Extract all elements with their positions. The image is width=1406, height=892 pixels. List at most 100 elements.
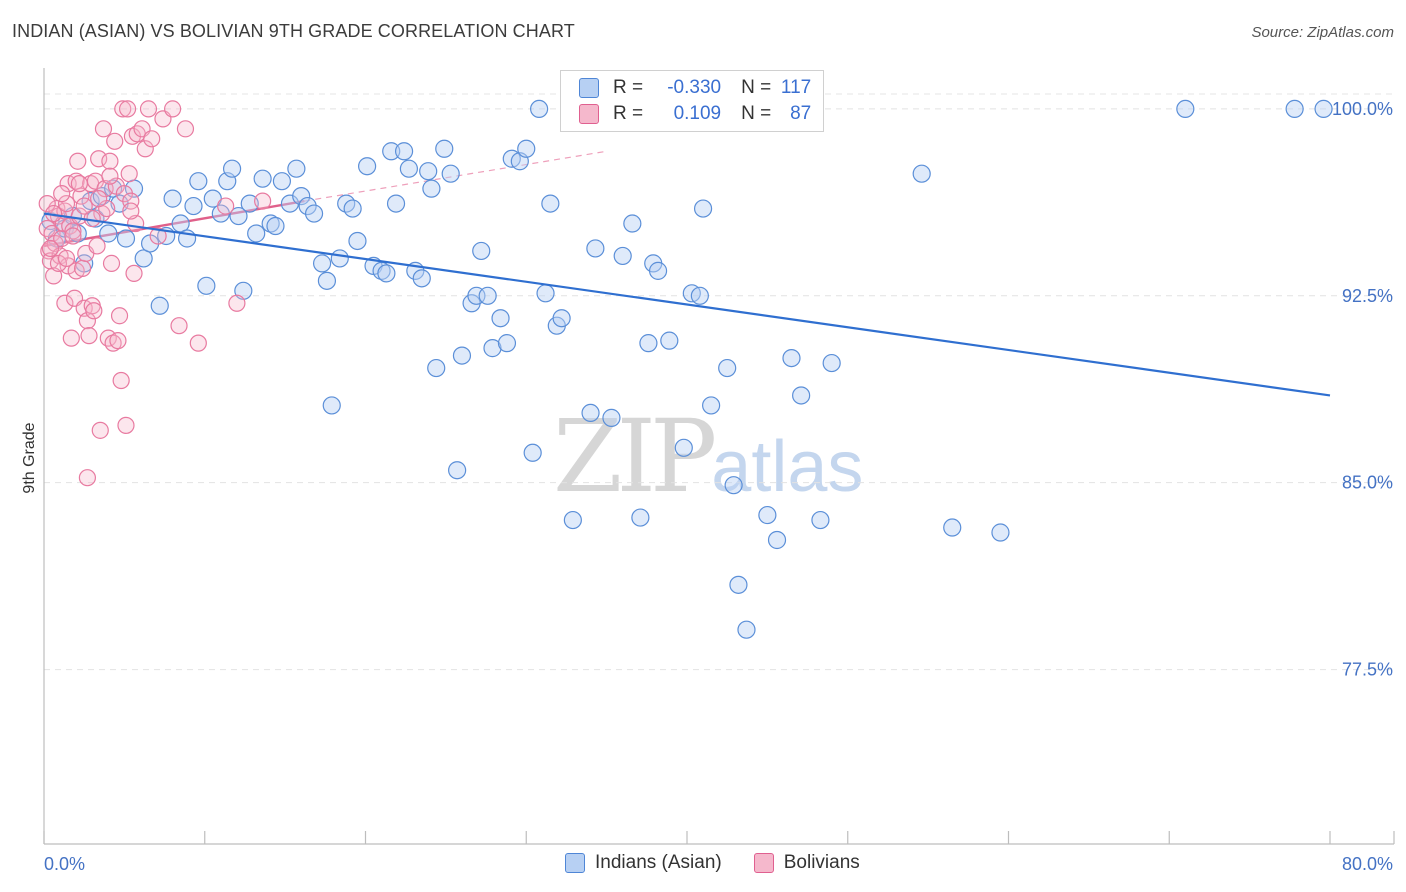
chart-title: INDIAN (ASIAN) VS BOLIVIAN 9TH GRADE COR… [12,21,575,41]
data-point-indians [99,224,118,243]
y-tick-label: 77.5% [1342,660,1393,680]
data-point-indians [1285,99,1304,119]
data-point-indians [729,575,748,594]
data-point-bolivians [125,264,143,282]
data-point-indians [472,241,491,261]
indians-trend-line [43,212,1331,397]
data-point-indians [822,353,841,373]
data-point-bolivians [57,249,76,268]
data-point-bolivians [38,219,56,238]
data-point-indians [312,254,332,273]
data-point-indians [517,139,536,158]
data-point-indians [150,296,169,315]
legend-r-value: 0.109 [673,103,722,124]
bolivians-points [38,100,272,487]
data-point-bolivians [57,194,76,213]
data-point-indians [247,224,266,243]
data-point-bolivians [122,192,140,210]
legend-n-value: 87 [790,103,812,124]
legend-swatch-blue [579,78,599,98]
data-point-indians [782,348,801,368]
data-point-indians [253,169,272,188]
data-point-bolivians [38,194,56,213]
data-point-bolivians [254,192,272,210]
y-axis-title: 9th Grade [21,422,38,493]
legend-r-label: R = [613,77,644,98]
data-point-bolivians [118,100,137,118]
data-point-bolivians [117,416,135,434]
y-tick-label: 85.0% [1342,473,1393,493]
data-point-indians [491,309,510,328]
data-point-indians [912,164,931,183]
data-point-indians [386,194,406,213]
source-label: Source: ZipAtlas.com [1251,24,1394,41]
data-point-indians [441,164,460,183]
data-point-indians [613,246,632,266]
data-point-bolivians [94,120,113,138]
data-point-indians [478,286,497,305]
data-point-bolivians [75,197,93,215]
y-tick-label: 92.5% [1342,286,1393,306]
watermark: ZIPatlas [553,398,863,515]
data-point-indians [1176,99,1195,119]
data-point-indians [674,438,693,457]
data-point-indians [287,159,306,178]
data-point-indians [399,159,419,178]
data-point-indians [483,339,502,358]
axes [43,68,1395,845]
data-point-indians [261,214,280,233]
axis-labels: 77.5% 85.0% 92.5% 100.0% 0.0% 80.0% 9th Grade [21,99,1393,874]
data-point-indians [648,261,668,280]
data-point-indians [317,271,337,290]
data-point-indians [394,142,414,161]
series-legend-indians: Indians (Asian) [565,852,722,874]
data-point-indians [348,231,367,251]
data-point-indians [552,309,571,328]
data-point-indians [536,284,555,303]
data-point-bolivians [90,150,108,168]
data-point-indians [240,194,259,213]
y-tick-label: 100.0% [1332,99,1393,119]
data-point-bolivians [104,334,122,352]
indians-points [41,99,1333,639]
data-point-bolivians [102,254,121,272]
data-point-indians [427,358,446,378]
data-point-bolivians [99,329,117,347]
data-point-indians [343,199,362,218]
data-point-indians [718,358,737,378]
data-point-indians [435,139,454,158]
data-point-indians [163,189,182,208]
data-point-bolivians [114,100,132,118]
data-point-indians [197,276,216,295]
data-point-indians [586,239,605,258]
data-point-indians [229,206,248,226]
data-point-bolivians [69,152,87,170]
bolivians-trend-extension [304,150,607,202]
data-point-bolivians [70,175,88,193]
data-point-bolivians [73,259,92,277]
data-point-bolivians [53,185,71,203]
data-point-bolivians [88,237,106,255]
data-point-bolivians [149,227,167,245]
series-label-indians: Indians (Asian) [595,852,722,873]
data-point-indians [690,286,709,305]
data-point-indians [422,179,441,198]
data-point-bolivians [217,197,235,215]
data-point-bolivians [43,224,61,243]
legend-r-value: -0.330 [667,77,722,98]
data-point-indians [724,476,743,495]
data-point-indians [292,187,311,206]
data-point-bolivians [85,302,103,320]
data-point-indians [1314,99,1333,119]
data-point-indians [134,249,153,268]
data-point-bolivians [80,327,98,345]
data-point-bolivians [56,294,74,312]
data-point-bolivians [62,329,80,347]
legend-row-bolivians: R = 0.109 N = 87 [579,102,811,126]
data-point-indians [298,196,317,216]
data-point-bolivians [110,307,129,325]
data-point-bolivians [122,202,140,220]
data-point-indians [330,249,349,268]
data-point-bolivians [139,100,158,118]
